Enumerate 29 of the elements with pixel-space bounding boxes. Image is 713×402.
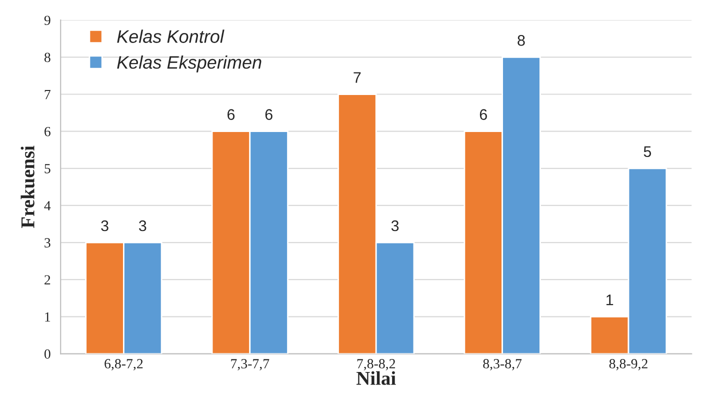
x-tick-label: 8,3-8,7 (483, 359, 522, 370)
y-tick-label: 1 (45, 312, 50, 322)
y-tick-label: 6 (44, 126, 50, 136)
legend-label: Kelas Eksperimen (117, 56, 262, 72)
x-axis-title: Nilai (356, 371, 396, 385)
y-tick-label: 7 (44, 90, 50, 100)
data-label: 6 (228, 109, 235, 120)
y-tick-label: 2 (44, 275, 50, 284)
data-label: 7 (354, 72, 361, 83)
data-label: 8 (518, 35, 525, 46)
data-label: 1 (606, 294, 614, 306)
data-label: 3 (391, 220, 399, 232)
legend-label: Kelas Kontrol (117, 30, 224, 43)
data-label: 3 (138, 220, 146, 232)
x-tick-label: 7,8-8,2 (357, 359, 396, 370)
data-label: 6 (480, 109, 487, 120)
y-tick-label: 8 (44, 52, 50, 62)
data-label: 6 (265, 109, 272, 120)
y-tick-label: 9 (44, 16, 50, 26)
y-tick-label: 4 (44, 201, 51, 210)
x-tick-label: 7,3-7,7 (231, 359, 270, 370)
y-tick-label: 5 (44, 164, 50, 174)
data-label: 5 (644, 146, 652, 158)
y-tick-label: 3 (44, 238, 50, 248)
x-tick-label: 6,8-7,2 (104, 359, 143, 370)
x-tick-label: 8,8-9,2 (609, 359, 648, 370)
y-tick-label: 0 (44, 349, 50, 359)
data-label: 3 (101, 220, 108, 232)
y-axis-title: Frekuensi (20, 146, 34, 228)
